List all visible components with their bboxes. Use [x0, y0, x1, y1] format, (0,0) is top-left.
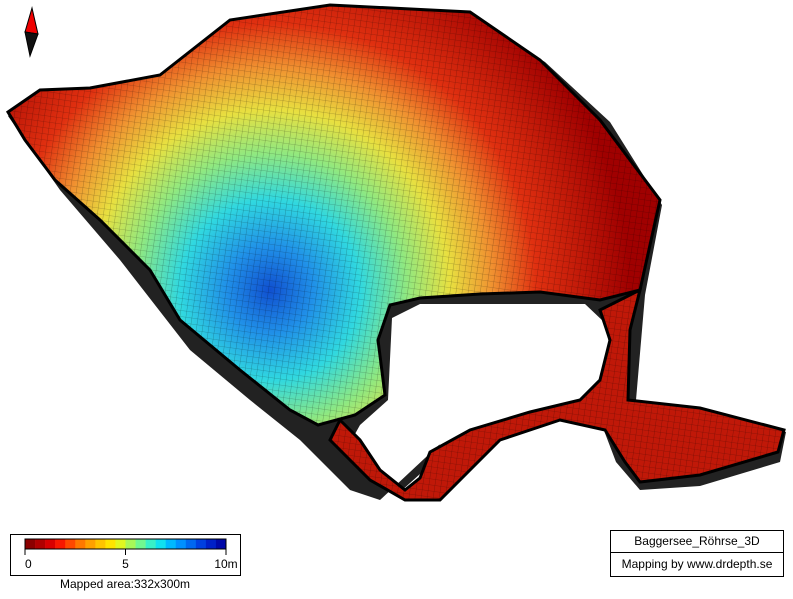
color-step — [175, 539, 187, 549]
lake-surface — [5, 3, 786, 502]
color-step — [125, 539, 136, 549]
color-step — [95, 539, 106, 549]
color-step — [85, 539, 96, 549]
title-box — [610, 530, 784, 577]
color-step — [185, 539, 197, 549]
color-step — [75, 539, 86, 549]
scale-tick-label: 0 — [25, 557, 32, 571]
color-step — [25, 539, 36, 549]
color-step — [195, 539, 207, 549]
mesh — [8, 5, 784, 500]
color-step — [145, 539, 156, 549]
compass — [24, 6, 39, 58]
color-step — [165, 539, 177, 549]
color-step — [65, 539, 76, 549]
color-step — [215, 539, 227, 549]
color-step — [55, 539, 66, 549]
map-title: Baggersee_Röhrse_3D — [634, 534, 760, 548]
color-step — [35, 539, 46, 549]
color-step — [45, 539, 56, 549]
color-step — [105, 539, 116, 549]
scale-tick-label: 5 — [122, 557, 129, 571]
color-step — [135, 539, 146, 549]
map-credit: Mapping by www.drdepth.se — [622, 557, 773, 571]
scale-tick-label: 10m — [214, 557, 237, 571]
mapped-area: Mapped area:332x300m — [60, 577, 190, 591]
color-step — [155, 539, 166, 549]
compass-north — [24, 6, 39, 35]
color-step — [205, 539, 217, 549]
color-step — [115, 539, 126, 549]
compass-south — [24, 31, 39, 58]
scale-bar: 0 5 10m — [24, 538, 238, 571]
